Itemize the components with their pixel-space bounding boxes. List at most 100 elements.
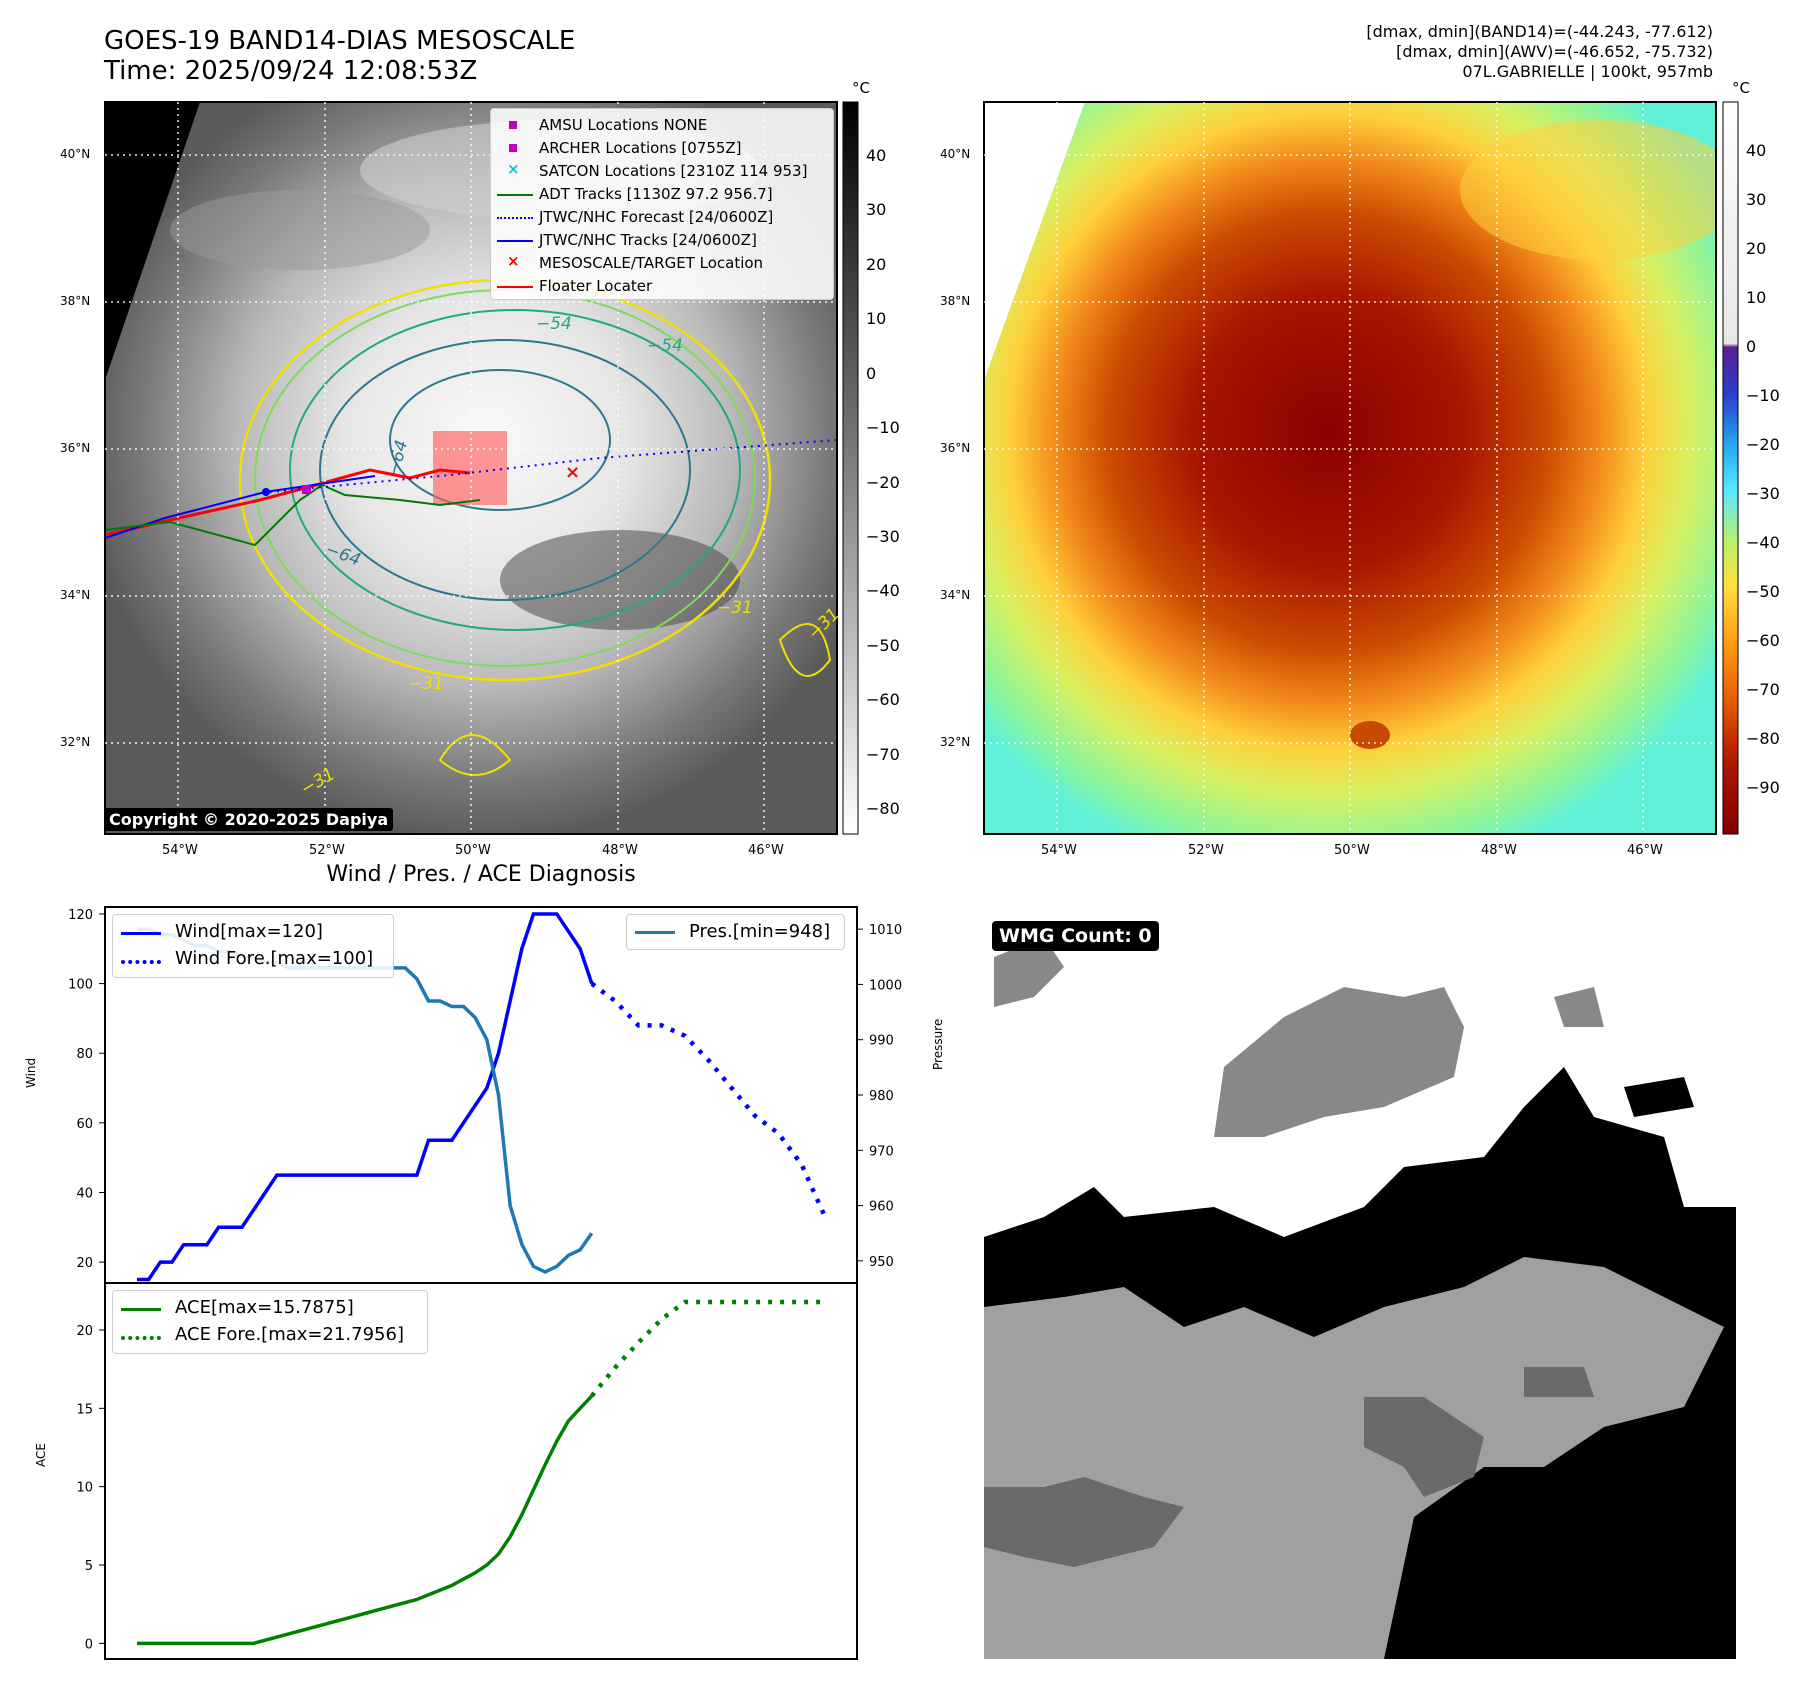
ir-legend-row: × MESOSCALE/TARGET Location [491,252,831,275]
awv-lon-label-46: 46°W [1627,843,1663,858]
contour-label: −54 [647,336,683,356]
colorbar-tick-label: 0 [866,363,877,383]
awv-lat-label-34: 34°N [940,588,971,602]
copyright-badge: Copyright © 2020-2025 Dapiya [104,808,394,831]
contour-label: −54 [536,314,572,334]
colorbar-tick-label: −70 [1746,680,1780,699]
series-line-wind [137,912,594,1282]
colorbar-tick-label: −30 [866,526,900,546]
pressure-ytick-label: 1000 [869,978,902,993]
ir-colorbar [842,101,859,835]
colorbar-tick-label: −50 [866,635,900,655]
band14-range: [dmax, dmin](BAND14)=(-44.243, -77.612) [1366,22,1713,41]
wind-legend: Wind[max=120] Wind Fore.[max=100] [112,914,394,978]
ir-lat-label-40: 40°N [60,147,91,161]
colorbar-tick-label: −80 [866,799,900,818]
colorbar-tick-label: −70 [866,744,900,764]
ace-ytick-label: 15 [76,1402,93,1417]
ir-legend-label: Floater Locater [539,277,653,295]
colorbar-tick-label: −60 [1746,631,1780,650]
ir-lon-label-48: 48°W [602,843,638,858]
pressure-ytick-label: 960 [869,1200,894,1215]
colorbar-tick-label: 30 [1746,190,1767,209]
colorbar-tick-label: −30 [1746,484,1780,503]
wind-fore-legend-label: Wind Fore.[max=100] [175,948,374,969]
ir-legend-marker [497,286,533,288]
ir-lon-label-52: 52°W [309,843,345,858]
pressure-ytick-label: 1010 [869,923,902,938]
observation-time: Time: 2025/09/24 12:08:53Z [104,56,478,86]
wmg-count-badge: WMG Count: 0 [992,921,1159,951]
ir-legend-marker: × [507,252,520,270]
ace-fore-legend-label: ACE Fore.[max=21.7956] [175,1324,404,1345]
ir-lat-label-34: 34°N [60,588,91,602]
contour-label: −31 [408,674,444,694]
colorbar-tick-label: −40 [1746,533,1780,552]
colorbar-tick-label: −50 [1746,582,1780,601]
ir-legend-label: ADT Tracks [1130Z 97.2 956.7] [539,185,773,203]
colorbar-tick-label: −20 [866,472,900,492]
ace-fore-legend-swatch [121,1336,161,1340]
colorbar-tick-label: −10 [866,418,900,438]
series-line-ace [137,1394,594,1646]
figure-title: GOES-19 BAND14-DIAS MESOSCALE Time: 2025… [104,26,575,86]
ir-legend-row: JTWC/NHC Tracks [24/0600Z] [491,230,831,252]
awv-lon-label-52: 52°W [1188,843,1224,858]
colorbar-tick-label: 10 [866,309,887,329]
wind-legend-swatch [121,932,161,935]
ir-colorbar-unit: °C [852,79,870,97]
colorbar-tick-label: −60 [866,690,900,710]
ir-legend-label: AMSU Locations NONE [539,116,708,134]
wind-ytick-label: 20 [76,1256,93,1271]
pressure-ytick-label: 970 [869,1144,894,1159]
storm-summary: 07L.GABRIELLE | 100kt, 957mb [1462,62,1713,81]
wind-ytick-label: 60 [76,1117,93,1132]
ir-legend-marker: × [507,160,520,178]
ir-legend-row: AMSU Locations NONE [491,115,831,137]
colorbar-tick-label: 0 [1746,337,1757,356]
awv-lat-label-40: 40°N [940,147,971,161]
ir-legend-row: ADT Tracks [1130Z 97.2 956.7] [491,184,831,206]
ace-ytick-label: 0 [85,1637,93,1652]
ir-lat-label-36: 36°N [60,441,91,455]
ace-ylabel: ACE [34,1443,48,1467]
ir-legend-marker [509,121,517,129]
storm-info: [dmax, dmin](BAND14)=(-44.243, -77.612) … [1366,22,1713,82]
ace-legend-swatch [121,1308,161,1311]
pressure-ytick-label: 950 [869,1255,894,1270]
colorbar-tick-label: −10 [1746,386,1780,405]
ace-legend: ACE[max=15.7875] ACE Fore.[max=21.7956] [112,1290,428,1354]
colorbar-tick-label: −20 [1746,435,1780,454]
wind-ytick-label: 80 [76,1047,93,1062]
wind-legend-label: Wind[max=120] [175,921,323,942]
ir-lat-label-32: 32°N [60,735,91,749]
ir-lon-label-54: 54°W [162,843,198,858]
colorbar-tick-label: 30 [866,200,887,220]
ir-legend-row: JTWC/NHC Forecast [24/0600Z] [491,207,831,229]
awv-lon-label-50: 50°W [1334,843,1370,858]
satellite-product-title: GOES-19 BAND14-DIAS MESOSCALE [104,26,576,56]
diagnosis-title: Wind / Pres. / ACE Diagnosis [326,862,636,887]
pressure-legend: Pres.[min=948] [626,914,845,950]
colorbar-tick-label: 40 [866,146,887,165]
awv-lon-label-48: 48°W [1481,843,1517,858]
ir-legend-label: ARCHER Locations [0755Z] [539,139,742,157]
colorbar-tick-label: 20 [866,254,887,274]
ir-lat-label-38: 38°N [60,294,91,308]
ir-map-panel: × [104,101,1739,835]
series-line-wind-fore- [590,981,828,1218]
wind-ytick-label: 120 [68,908,93,923]
colorbar-tick-label: −40 [866,581,900,601]
pressure-ytick-label: 990 [869,1034,894,1049]
wind-ytick-label: 40 [76,1186,93,1201]
pressure-ylabel: Pressure [931,1018,945,1070]
ir-legend-label: SATCON Locations [2310Z 114 953] [539,162,808,180]
ace-ytick-label: 20 [76,1324,93,1339]
colorbar-tick-label: 40 [1746,141,1767,160]
ace-ytick-label: 10 [76,1481,93,1496]
ir-legend-marker [497,217,533,219]
ace-legend-label: ACE[max=15.7875] [175,1297,354,1318]
ir-legend-marker [497,240,533,242]
pressure-legend-swatch [635,931,675,934]
awv-lat-label-38: 38°N [940,294,971,308]
